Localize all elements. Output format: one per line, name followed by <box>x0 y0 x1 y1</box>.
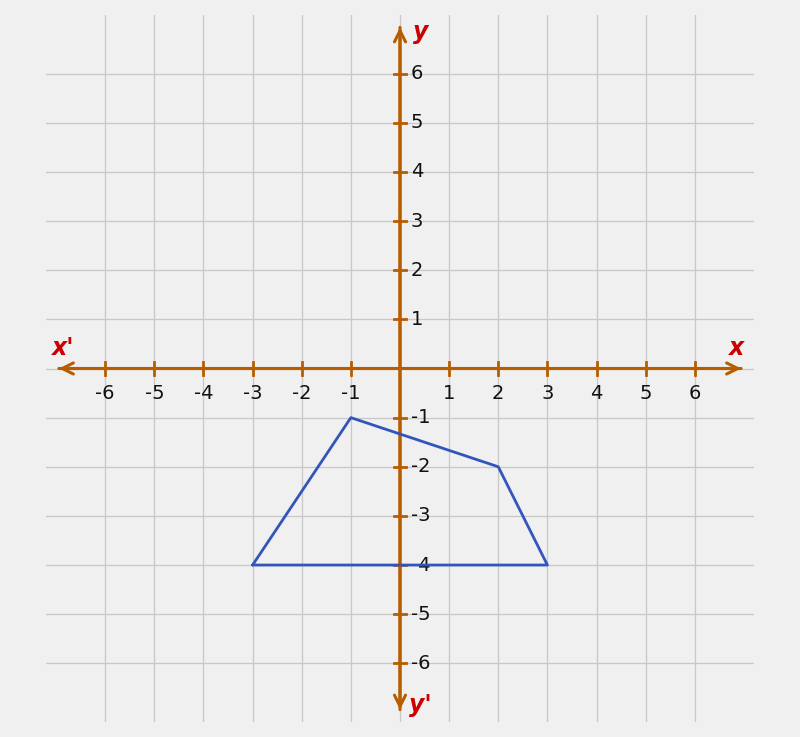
Text: -2: -2 <box>292 384 311 403</box>
Text: -2: -2 <box>411 457 430 476</box>
Text: 2: 2 <box>492 384 505 403</box>
Text: x': x' <box>52 336 74 360</box>
Text: 4: 4 <box>411 162 423 181</box>
Text: -4: -4 <box>194 384 214 403</box>
Text: 1: 1 <box>443 384 455 403</box>
Text: y': y' <box>410 693 432 717</box>
Text: 6: 6 <box>411 64 423 83</box>
Text: 5: 5 <box>639 384 652 403</box>
Text: y: y <box>413 20 428 44</box>
Text: -1: -1 <box>341 384 361 403</box>
Text: -1: -1 <box>411 408 430 427</box>
Text: x: x <box>729 336 744 360</box>
Text: 4: 4 <box>590 384 602 403</box>
Text: 2: 2 <box>411 261 423 280</box>
Text: 1: 1 <box>411 310 423 329</box>
Text: -5: -5 <box>145 384 164 403</box>
Text: 3: 3 <box>411 212 423 231</box>
Text: -4: -4 <box>411 556 430 575</box>
Text: -6: -6 <box>411 654 430 673</box>
Text: -3: -3 <box>411 506 430 525</box>
Text: 3: 3 <box>542 384 554 403</box>
Text: -5: -5 <box>411 604 430 624</box>
Text: 5: 5 <box>411 113 423 133</box>
Text: -6: -6 <box>95 384 115 403</box>
Text: -3: -3 <box>243 384 262 403</box>
Text: 6: 6 <box>689 384 701 403</box>
